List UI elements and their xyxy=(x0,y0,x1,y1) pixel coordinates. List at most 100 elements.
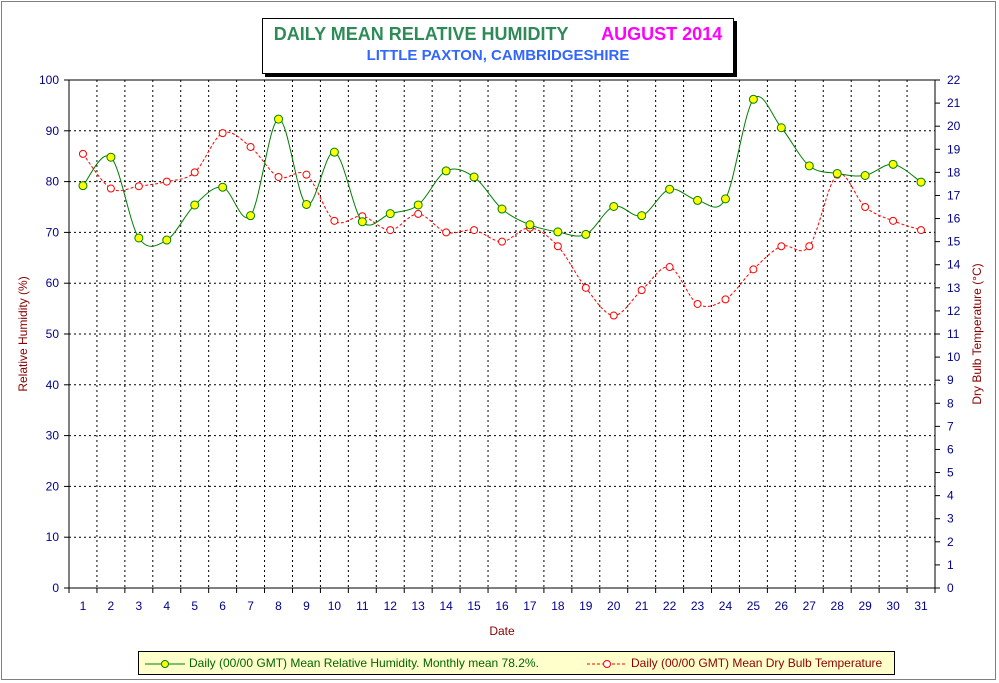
x-tick-label: 22 xyxy=(663,599,677,613)
humidity-point xyxy=(274,114,284,124)
y2-tick-label: 18 xyxy=(947,165,961,179)
temperature-point xyxy=(805,242,814,251)
x-tick-label: 11 xyxy=(356,599,369,613)
x-tick-label: 18 xyxy=(551,599,565,613)
temperature-point xyxy=(749,265,758,274)
x-tick-label: 25 xyxy=(747,599,761,613)
y2-tick-label: 22 xyxy=(947,73,961,87)
temperature-point xyxy=(218,129,227,138)
temperature-point xyxy=(470,226,479,235)
temperature-point xyxy=(581,283,590,292)
temperature-point xyxy=(386,226,395,235)
temperature-point xyxy=(302,170,311,179)
humidity-point xyxy=(413,200,423,210)
x-tick-label: 16 xyxy=(495,599,509,613)
humidity-point xyxy=(553,227,563,237)
x-tick-label: 28 xyxy=(831,599,845,613)
temperature-point xyxy=(609,311,618,320)
temperature-point xyxy=(442,228,451,237)
humidity-point xyxy=(916,177,926,187)
temperature-point xyxy=(498,237,506,246)
y-tick-label: 30 xyxy=(46,429,60,443)
y2-axis-title: Dry Bulb Temperature (°C) xyxy=(970,263,984,404)
y2-tick-label: 5 xyxy=(947,466,954,480)
x-tick-label: 10 xyxy=(328,599,342,613)
x-tick-label: 21 xyxy=(635,599,649,613)
x-tick-label: 5 xyxy=(191,599,198,613)
temperature-point xyxy=(721,295,730,304)
y2-tick-label: 8 xyxy=(947,396,954,410)
x-tick-label: 20 xyxy=(607,599,621,613)
humidity-point xyxy=(246,211,256,221)
legend-item-humidity: Daily (00/00 GMT) Mean Relative Humidity… xyxy=(145,656,539,670)
y2-tick-label: 17 xyxy=(947,188,961,202)
temperature-point xyxy=(106,184,115,193)
humidity-point xyxy=(832,168,842,178)
x-tick-label: 2 xyxy=(108,599,115,613)
y2-tick-label: 11 xyxy=(947,327,960,341)
temperature-point xyxy=(889,216,898,225)
y2-tick-label: 4 xyxy=(947,489,954,503)
y2-tick-label: 0 xyxy=(947,581,954,595)
legend-temperature-swatch xyxy=(587,659,627,668)
x-tick-label: 27 xyxy=(803,599,817,613)
x-tick-label: 9 xyxy=(303,599,310,613)
y2-tick-label: 10 xyxy=(947,350,961,364)
x-tick-label: 31 xyxy=(914,599,928,613)
temperature-point xyxy=(414,209,423,218)
humidity-point xyxy=(665,184,675,194)
y2-tick-label: 12 xyxy=(947,304,961,318)
y-tick-label: 90 xyxy=(46,124,60,138)
humidity-point xyxy=(106,152,116,162)
y-tick-label: 100 xyxy=(39,73,59,87)
chart-title: DAILY MEAN RELATIVE HUMIDITY xyxy=(273,24,569,44)
legend-humidity-swatch xyxy=(145,659,185,668)
x-tick-label: 3 xyxy=(135,599,142,613)
y2-tick-label: 19 xyxy=(947,142,961,156)
y-tick-label: 10 xyxy=(46,530,60,544)
humidity-point xyxy=(776,123,786,133)
humidity-point xyxy=(609,201,619,211)
humidity-point xyxy=(329,147,339,157)
humidity-point xyxy=(78,181,88,191)
chart-legend: Daily (00/00 GMT) Mean Relative Humidity… xyxy=(138,651,895,675)
y2-tick-label: 3 xyxy=(947,512,954,526)
chart-subtitle: LITTLE PAXTON, CAMBRIDGESHIRE xyxy=(366,47,630,64)
y-tick-label: 60 xyxy=(46,276,60,290)
y2-tick-label: 20 xyxy=(947,119,961,133)
x-tick-label: 30 xyxy=(886,599,900,613)
temperature-point xyxy=(330,216,339,225)
chart-title-box: DAILY MEAN RELATIVE HUMIDITY AUGUST 2014… xyxy=(262,18,734,74)
y2-tick-label: 21 xyxy=(947,96,961,110)
x-tick-label: 12 xyxy=(384,599,398,613)
temperature-point xyxy=(861,203,870,211)
x-tick-label: 13 xyxy=(412,599,426,613)
y2-tick-label: 14 xyxy=(947,258,961,272)
y-tick-label: 70 xyxy=(46,225,60,239)
humidity-point xyxy=(441,166,451,176)
y-tick-label: 40 xyxy=(46,378,60,392)
y-tick-label: 50 xyxy=(46,327,60,341)
series-temperature-line xyxy=(82,131,922,317)
humidity-point xyxy=(525,220,535,230)
temperature-point xyxy=(78,149,87,158)
legend-humidity-label: Daily (00/00 GMT) Mean Relative Humidity… xyxy=(189,656,539,670)
y-axis-title: Relative Humidity (%) xyxy=(16,276,30,391)
temperature-point xyxy=(777,242,786,251)
y-tick-label: 80 xyxy=(46,175,60,189)
legend-item-temperature: Daily (00/00 GMT) Mean Dry Bulb Temperat… xyxy=(587,656,882,670)
humidity-point xyxy=(693,195,703,205)
y2-tick-label: 16 xyxy=(947,212,961,226)
temperature-point xyxy=(134,182,143,191)
humidity-point xyxy=(190,200,200,210)
humidity-point xyxy=(218,182,228,192)
x-axis-title: Date xyxy=(489,624,515,638)
humidity-point xyxy=(469,172,479,182)
temperature-point xyxy=(637,286,646,295)
humidity-point xyxy=(497,204,507,214)
x-tick-label: 15 xyxy=(467,599,481,613)
y2-tick-label: 9 xyxy=(947,373,954,387)
humidity-point xyxy=(888,159,898,169)
